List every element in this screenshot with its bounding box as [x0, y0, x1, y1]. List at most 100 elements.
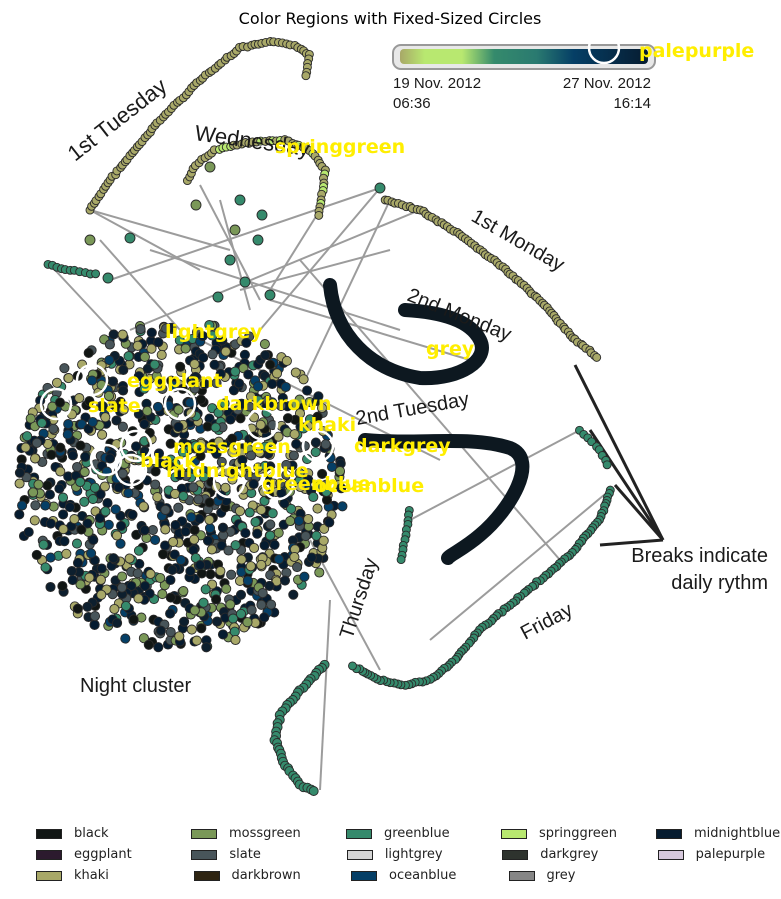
circle-midnightblue	[114, 453, 148, 487]
network-node	[71, 538, 83, 549]
network-node	[75, 579, 86, 590]
network-node	[67, 450, 78, 461]
network-node	[312, 503, 323, 514]
network-node	[257, 588, 268, 599]
network-node	[216, 540, 227, 551]
network-node	[246, 605, 257, 616]
region-label-lightgrey: lightgrey	[165, 321, 263, 343]
network-node	[89, 611, 101, 622]
network-node	[58, 509, 69, 520]
legend-item: slate	[191, 847, 346, 862]
region-label-black: black	[140, 450, 197, 472]
network-node	[82, 518, 93, 529]
network-node	[113, 482, 124, 493]
network-node	[301, 71, 311, 81]
network-node	[143, 639, 154, 650]
network-node	[265, 519, 276, 530]
network-node	[152, 401, 164, 412]
network-node	[150, 466, 161, 477]
network-node	[170, 488, 181, 499]
network-node	[146, 343, 157, 354]
time-bar: 19 Nov. 2012 06:36 27 Nov. 2012 16:14	[392, 44, 656, 112]
network-node	[312, 411, 323, 422]
network-node	[207, 349, 218, 360]
network-node	[211, 594, 222, 605]
network-node	[173, 502, 184, 513]
network-node	[123, 351, 134, 362]
network-node	[220, 482, 231, 493]
network-node	[592, 352, 602, 362]
legend-label: springgreen	[539, 826, 618, 841]
network-node	[67, 575, 78, 586]
legend-label: lightgrey	[384, 847, 443, 862]
circle-khaki	[245, 407, 279, 441]
legend-label: palepurple	[695, 847, 766, 862]
legend-item: oceanblue	[351, 868, 509, 883]
network-node	[142, 405, 153, 417]
network-node	[234, 506, 246, 517]
network-node	[237, 454, 248, 466]
network-node	[185, 566, 196, 577]
network-node	[84, 572, 95, 583]
network-node	[259, 540, 270, 551]
network-node	[124, 553, 135, 564]
network-node	[198, 352, 209, 363]
legend-item: grey	[508, 868, 667, 883]
network-node	[165, 438, 176, 449]
network-node	[131, 441, 142, 452]
network-node	[298, 374, 309, 385]
network-node	[132, 340, 143, 351]
network-node	[62, 429, 73, 440]
network-node	[234, 378, 245, 389]
network-node	[54, 483, 65, 494]
network-node	[245, 391, 257, 402]
network-node	[235, 589, 247, 600]
network-node	[246, 450, 257, 461]
network-node	[55, 466, 66, 477]
network-node	[259, 612, 270, 623]
network-node	[160, 524, 171, 535]
network-node	[84, 234, 96, 246]
node-chains	[43, 37, 615, 796]
network-node	[102, 272, 114, 284]
network-node	[308, 491, 319, 503]
network-node	[89, 482, 101, 493]
network-node	[14, 509, 25, 520]
network-node	[127, 509, 138, 520]
network-node	[132, 568, 143, 579]
network-node	[103, 390, 115, 401]
legend-label: oceanblue	[389, 868, 457, 883]
network-node	[80, 451, 91, 462]
network-node	[265, 530, 276, 541]
circle-mossgreen	[119, 429, 153, 463]
label-1st-monday: 1st Monday	[468, 205, 569, 276]
network-node	[139, 525, 150, 536]
legend-swatch	[508, 870, 535, 881]
circle-palepurple	[587, 31, 621, 65]
network-node	[97, 429, 108, 440]
network-node	[173, 421, 184, 432]
label-breaks-line1: Breaks indicate	[631, 545, 768, 567]
network-node	[178, 586, 189, 597]
legend-label: greenblue	[384, 826, 450, 841]
network-node	[110, 504, 121, 515]
network-node	[200, 584, 211, 595]
legend-item: midnightblue	[656, 826, 780, 841]
network-node	[57, 581, 68, 592]
legend-swatch	[346, 849, 373, 860]
circle-oceanblue	[261, 467, 295, 501]
network-node	[308, 786, 319, 796]
network-node	[205, 569, 216, 580]
network-node	[249, 542, 260, 554]
network-node	[95, 574, 106, 585]
network-node	[100, 506, 111, 517]
network-node	[152, 492, 163, 503]
label-night-cluster: Night cluster	[80, 675, 191, 697]
network-node	[169, 549, 180, 560]
network-node	[102, 498, 113, 509]
legend-swatch	[36, 849, 62, 860]
network-node	[290, 367, 301, 378]
network-node	[104, 355, 115, 366]
network-node	[156, 349, 167, 360]
